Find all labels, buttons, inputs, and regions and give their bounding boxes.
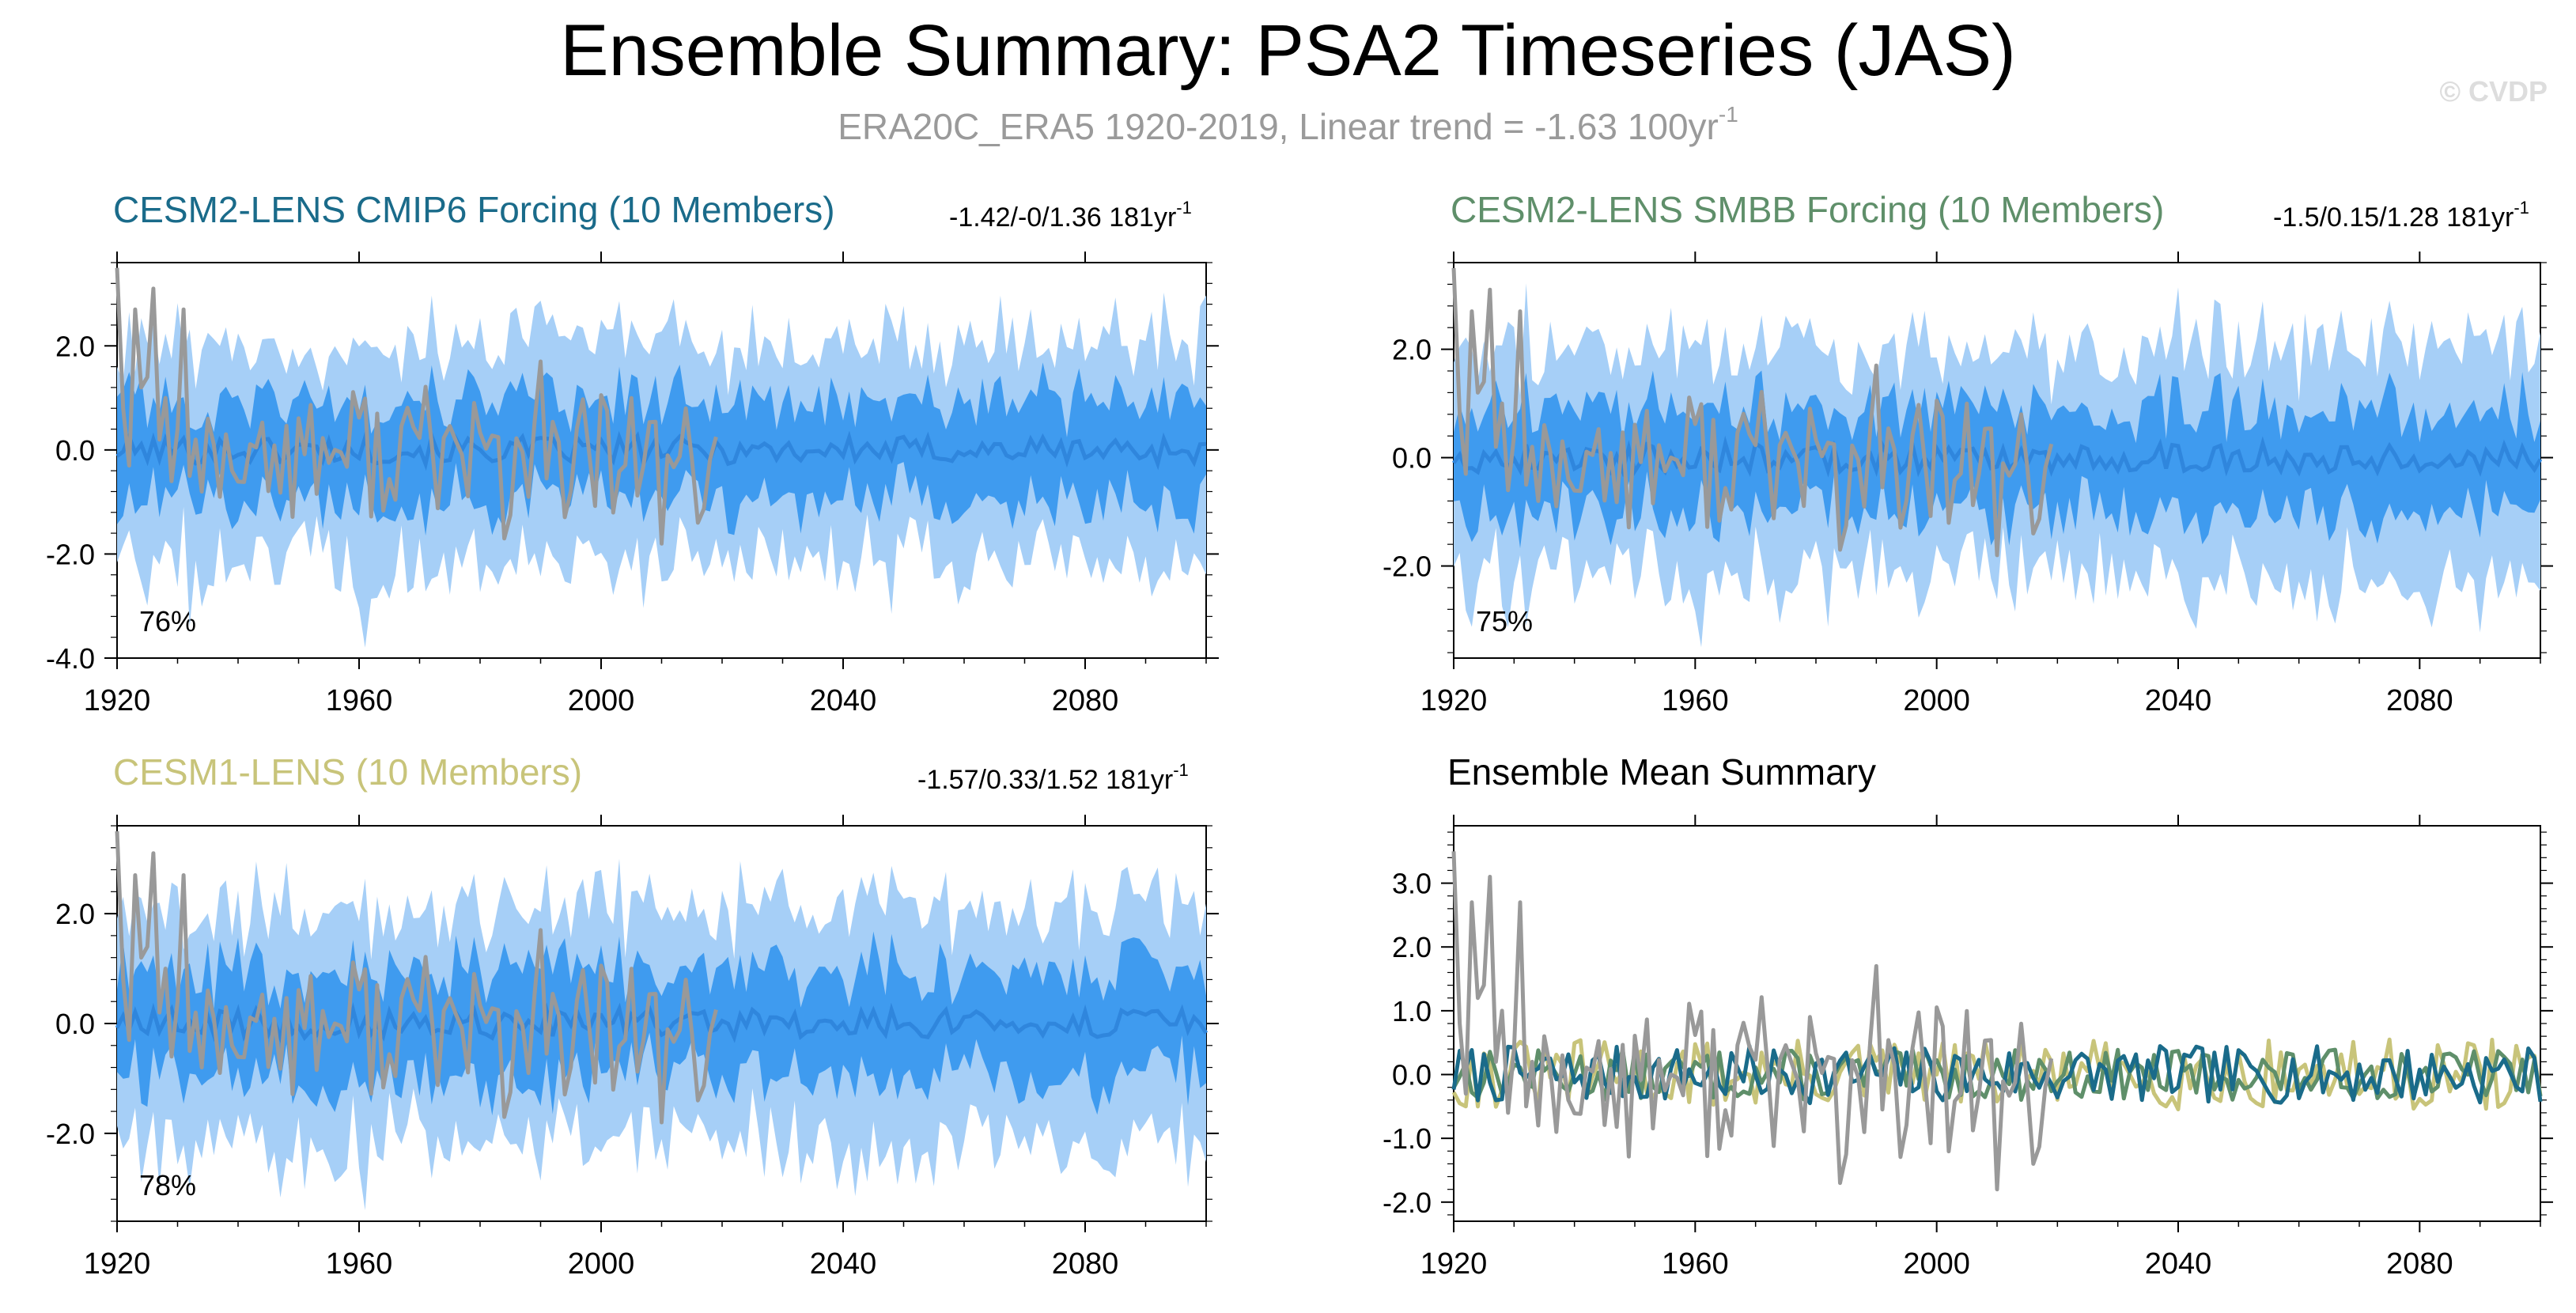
cesm1-ytick-label-2: 2.0 bbox=[55, 898, 95, 930]
cmip6-xtick-label-1920: 1920 bbox=[84, 684, 151, 717]
trend-label-cesm1: -1.57/0.33/1.52 181yr-1 bbox=[917, 760, 1189, 795]
smbb-xtick-label-1920: 1920 bbox=[1420, 684, 1488, 717]
panel-title-cmip6: CESM2-LENS CMIP6 Forcing (10 Members) bbox=[113, 189, 835, 230]
trend-text-cmip6: -1.42/-0/1.36 181yr bbox=[949, 202, 1177, 233]
panel-title-summary: Ensemble Mean Summary bbox=[1447, 751, 1876, 793]
summary-ytick-label-1: -1.0 bbox=[1383, 1122, 1432, 1155]
cesm1-xtick-label-1920: 1920 bbox=[84, 1247, 151, 1281]
subtitle-text: ERA20C_ERA5 1920-2019, Linear trend = -1… bbox=[838, 106, 1719, 147]
cmip6-ytick-label-1: -2.0 bbox=[46, 538, 95, 570]
cesm1-ensemble-mean-line bbox=[115, 1002, 1209, 1044]
cesm1-observed-line bbox=[115, 831, 718, 1125]
subtitle-exponent: -1 bbox=[1718, 102, 1738, 127]
cmip6-observed-line bbox=[115, 267, 718, 546]
cmip6-ytick-label-0: -4.0 bbox=[46, 642, 95, 675]
panel-title-cesm1: CESM1-LENS (10 Members) bbox=[113, 751, 583, 793]
smbb-xtick-label-2080: 2080 bbox=[2386, 684, 2453, 717]
summary-xtick-label-2080: 2080 bbox=[2386, 1247, 2453, 1281]
summary-observed-line bbox=[1451, 851, 2054, 1192]
trend-exponent-cmip6: -1 bbox=[1176, 198, 1192, 218]
percent-label-smbb: 75% bbox=[1476, 605, 1534, 638]
cmip6-xtick-label-2000: 2000 bbox=[568, 684, 635, 717]
trend-label-cmip6: -1.42/-0/1.36 181yr-1 bbox=[949, 198, 1192, 233]
summary-ytick-label-0: -2.0 bbox=[1383, 1186, 1432, 1219]
cmip6-band-inner bbox=[117, 362, 1206, 536]
smbb-observed-line bbox=[1451, 267, 2054, 558]
cesm1-band-inner bbox=[117, 931, 1206, 1116]
cesm1-xtick-label-2040: 2040 bbox=[810, 1247, 877, 1281]
panel-title-smbb: CESM2-LENS SMBB Forcing (10 Members) bbox=[1451, 189, 2165, 230]
summary-xtick-label-2000: 2000 bbox=[1903, 1247, 1970, 1281]
summary-xtick-label-1920: 1920 bbox=[1420, 1247, 1488, 1281]
cesm1-ytick-label-1: 0.0 bbox=[55, 1008, 95, 1040]
summary-ytick-label-3: 1.0 bbox=[1392, 995, 1432, 1027]
smbb-xtick-label-2040: 2040 bbox=[2145, 684, 2212, 717]
cesm1-xtick-label-2000: 2000 bbox=[568, 1247, 635, 1281]
cesm1-xtick-label-2080: 2080 bbox=[1052, 1247, 1119, 1281]
trend-text-smbb: -1.5/0.15/1.28 181yr bbox=[2273, 202, 2514, 233]
summary-ytick-label-4: 2.0 bbox=[1392, 931, 1432, 963]
summary-xtick-label-1960: 1960 bbox=[1662, 1247, 1729, 1281]
trend-text-cesm1: -1.57/0.33/1.52 181yr bbox=[917, 765, 1174, 795]
smbb-xtick-label-2000: 2000 bbox=[1903, 684, 1970, 717]
cmip6-ytick-label-3: 2.0 bbox=[55, 330, 95, 362]
smbb-ytick-label-0: -2.0 bbox=[1383, 551, 1432, 583]
cvdp-watermark: © CVDP bbox=[2439, 75, 2548, 108]
summary-ytick-label-5: 3.0 bbox=[1392, 868, 1432, 900]
smbb-xtick-label-1960: 1960 bbox=[1662, 684, 1729, 717]
cesm1-ytick-label-0: -2.0 bbox=[46, 1118, 95, 1150]
summary-cmip6-mean-line bbox=[1451, 1044, 2543, 1106]
trend-label-smbb: -1.5/0.15/1.28 181yr-1 bbox=[2273, 198, 2529, 233]
figure-subtitle: ERA20C_ERA5 1920-2019, Linear trend = -1… bbox=[0, 102, 2576, 147]
smbb-ytick-label-2: 2.0 bbox=[1392, 334, 1432, 366]
summary-xtick-label-2040: 2040 bbox=[2145, 1247, 2212, 1281]
percent-label-cesm1: 78% bbox=[139, 1169, 197, 1201]
cmip6-xtick-label-2040: 2040 bbox=[810, 684, 877, 717]
cmip6-xtick-label-1960: 1960 bbox=[326, 684, 393, 717]
smbb-band-inner bbox=[1454, 370, 2540, 549]
cmip6-ytick-label-2: 0.0 bbox=[55, 434, 95, 467]
cesm1-xtick-label-1960: 1960 bbox=[326, 1247, 393, 1281]
smbb-ensemble-mean-line bbox=[1451, 435, 2543, 478]
percent-label-cmip6: 76% bbox=[139, 605, 197, 638]
trend-exponent-smbb: -1 bbox=[2514, 198, 2529, 218]
figure-title: Ensemble Summary: PSA2 Timeseries (JAS) bbox=[560, 10, 2016, 91]
cmip6-xtick-label-2080: 2080 bbox=[1052, 684, 1119, 717]
trend-exponent-cesm1: -1 bbox=[1173, 760, 1189, 780]
summary-ytick-label-2: 0.0 bbox=[1392, 1059, 1432, 1092]
smbb-ytick-label-1: 0.0 bbox=[1392, 442, 1432, 475]
